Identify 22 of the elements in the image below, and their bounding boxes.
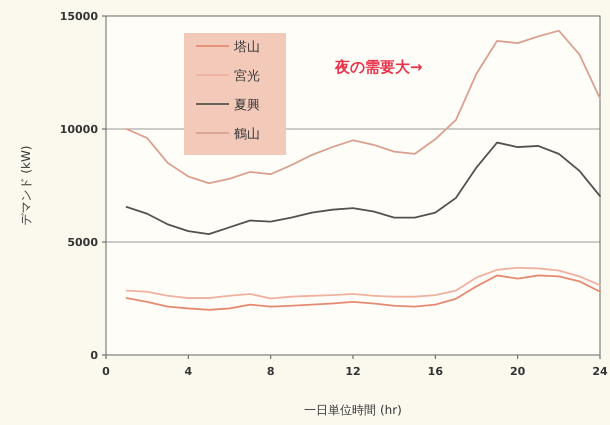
x-tick-label: 8 [266,365,274,378]
x-tick-label: 12 [345,365,361,378]
y-tick-label: 15000 [60,10,98,23]
x-tick-label: 20 [510,365,526,378]
line-series [126,274,601,311]
y-axis-title: デマンド (kW) [19,146,33,226]
legend-label: 鶴山 [234,127,260,142]
x-tick-label: 16 [428,365,444,378]
legend-label: 夏興 [234,98,260,113]
x-axis-title: 一日単位時間 (hr) [304,403,402,417]
legend-label: 宮光 [234,68,260,84]
legend-label: 塔山 [233,40,260,55]
x-tick-label: 0 [102,365,110,378]
line-series [126,30,601,184]
x-tick-label: 4 [184,365,193,378]
x-tick-label: 24 [592,365,608,378]
y-tick-label: 0 [90,349,98,362]
y-tick-label: 5000 [67,236,98,249]
line-series [126,142,601,235]
y-tick-label: 10000 [60,123,98,136]
annotation: 夜の需要大→ [334,58,423,76]
line-series [126,266,601,300]
